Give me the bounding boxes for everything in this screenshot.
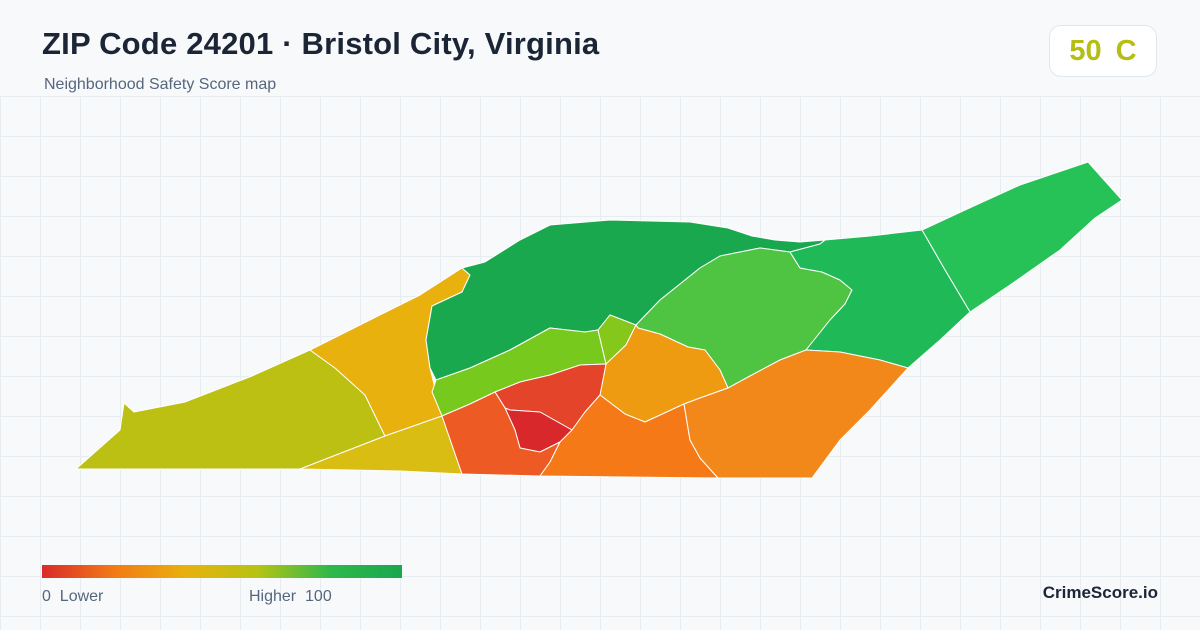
legend-high-label: Higher 100 bbox=[249, 588, 332, 605]
legend-low-label: 0 Lower bbox=[42, 588, 104, 605]
map-region-south-west-red[interactable] bbox=[441, 391, 561, 477]
score-badge: 50 C bbox=[1049, 25, 1157, 77]
legend-color-scale bbox=[42, 565, 402, 578]
page-subtitle: Neighborhood Safety Score map bbox=[44, 76, 277, 93]
map-region-south-east[interactable] bbox=[683, 349, 909, 479]
score-value: 50 bbox=[1069, 34, 1102, 67]
brand-logo-text[interactable]: CrimeScore.io bbox=[1042, 583, 1158, 602]
score-grade: C bbox=[1115, 34, 1137, 67]
page-title: ZIP Code 24201 · Bristol City, Virginia bbox=[42, 26, 600, 61]
